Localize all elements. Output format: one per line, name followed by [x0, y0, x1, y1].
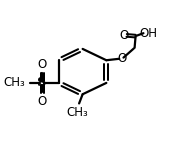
Text: CH₃: CH₃: [66, 106, 88, 119]
Text: OH: OH: [139, 27, 157, 40]
Text: CH₃: CH₃: [4, 76, 25, 89]
Text: O: O: [37, 95, 47, 108]
Text: S: S: [37, 76, 47, 89]
Text: O: O: [119, 29, 129, 42]
Text: O: O: [37, 58, 47, 71]
Text: O: O: [117, 52, 127, 65]
